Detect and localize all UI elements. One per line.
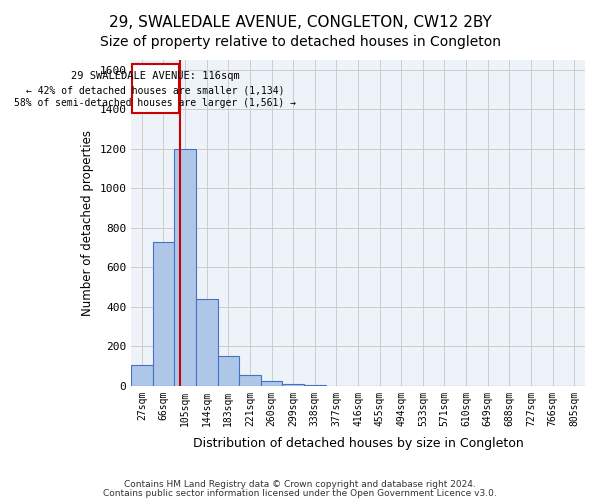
Bar <box>174 149 196 386</box>
Text: 29, SWALEDALE AVENUE, CONGLETON, CW12 2BY: 29, SWALEDALE AVENUE, CONGLETON, CW12 2B… <box>109 15 491 30</box>
Text: Contains public sector information licensed under the Open Government Licence v3: Contains public sector information licen… <box>103 488 497 498</box>
Text: ← 42% of detached houses are smaller (1,134): ← 42% of detached houses are smaller (1,… <box>26 85 284 95</box>
Text: Size of property relative to detached houses in Congleton: Size of property relative to detached ho… <box>100 35 500 49</box>
Bar <box>239 375 261 386</box>
FancyBboxPatch shape <box>132 64 179 114</box>
Bar <box>152 242 174 386</box>
Text: 58% of semi-detached houses are larger (1,561) →: 58% of semi-detached houses are larger (… <box>14 98 296 108</box>
Bar <box>196 299 218 386</box>
Text: Contains HM Land Registry data © Crown copyright and database right 2024.: Contains HM Land Registry data © Crown c… <box>124 480 476 489</box>
Bar <box>218 356 239 386</box>
Bar <box>283 384 304 386</box>
Bar <box>131 364 152 386</box>
Bar <box>261 381 283 386</box>
Text: 29 SWALEDALE AVENUE: 116sqm: 29 SWALEDALE AVENUE: 116sqm <box>71 72 240 82</box>
X-axis label: Distribution of detached houses by size in Congleton: Distribution of detached houses by size … <box>193 437 523 450</box>
Y-axis label: Number of detached properties: Number of detached properties <box>80 130 94 316</box>
